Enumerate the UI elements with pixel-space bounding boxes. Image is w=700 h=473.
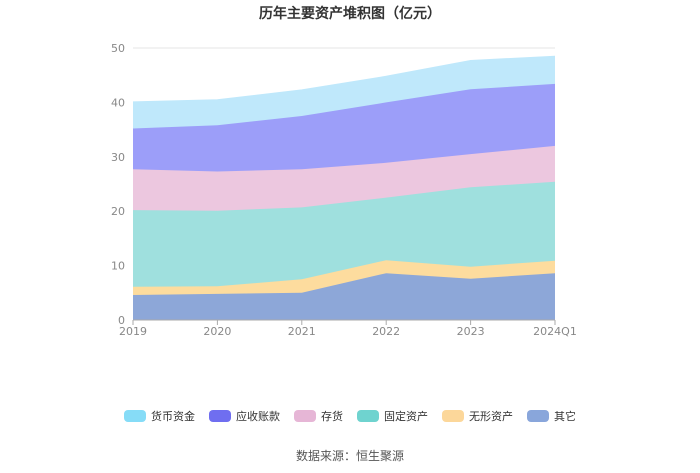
- legend-swatch: [294, 410, 316, 422]
- area-其它: [133, 273, 555, 320]
- chart-title: 历年主要资产堆积图（亿元）: [259, 6, 441, 22]
- x-tick-label: 2019: [119, 325, 147, 338]
- legend-swatch: [527, 410, 549, 422]
- area-edge-货币资金: [132, 55, 556, 103]
- x-tick-label: 2021: [288, 325, 316, 338]
- data-source: 数据来源：恒生聚源: [295, 449, 404, 463]
- legend-item[interactable]: 固定资产: [357, 408, 428, 424]
- area-存货: [133, 145, 555, 211]
- legend-label: 无形资产: [469, 410, 513, 423]
- legend-label: 固定资产: [384, 410, 428, 423]
- legend-swatch: [442, 410, 464, 422]
- y-tick-label: 20: [111, 205, 125, 218]
- legend-item[interactable]: 应收账款: [209, 408, 280, 424]
- legend-item[interactable]: 存货: [294, 408, 343, 424]
- legend-item[interactable]: 无形资产: [442, 408, 513, 424]
- legend-swatch: [124, 410, 146, 422]
- x-tick-label: 2024Q1: [533, 325, 577, 338]
- area-固定资产: [133, 181, 555, 287]
- axes: 0 10 20 30 40 50 2019 2020 2021 2022 2023 2024Q1: [111, 42, 577, 338]
- legend-label: 其它: [554, 410, 576, 423]
- x-tick-label: 2022: [372, 325, 400, 338]
- legend-item[interactable]: 货币资金: [124, 408, 195, 424]
- area-series: [132, 55, 556, 320]
- legend-label: 应收账款: [236, 410, 280, 423]
- y-tick-label: 50: [111, 42, 125, 55]
- area-货币资金: [133, 56, 555, 129]
- legend-swatch: [209, 410, 231, 422]
- legend-label: 货币资金: [151, 410, 195, 423]
- legend-swatch: [357, 410, 379, 422]
- y-tick-label: 30: [111, 151, 125, 164]
- area-无形资产: [133, 260, 555, 295]
- x-tick-label: 2020: [203, 325, 231, 338]
- y-tick-label: 40: [111, 96, 125, 109]
- y-tick-label: 10: [111, 260, 125, 273]
- legend: 货币资金 应收账款 存货 固定资产 无形资产 其它: [0, 408, 700, 424]
- legend-label: 存货: [321, 410, 343, 423]
- area-应收账款: [133, 83, 555, 172]
- x-tick-label: 2023: [457, 325, 485, 338]
- legend-item[interactable]: 其它: [527, 408, 576, 424]
- y-tick-label: 0: [118, 314, 125, 327]
